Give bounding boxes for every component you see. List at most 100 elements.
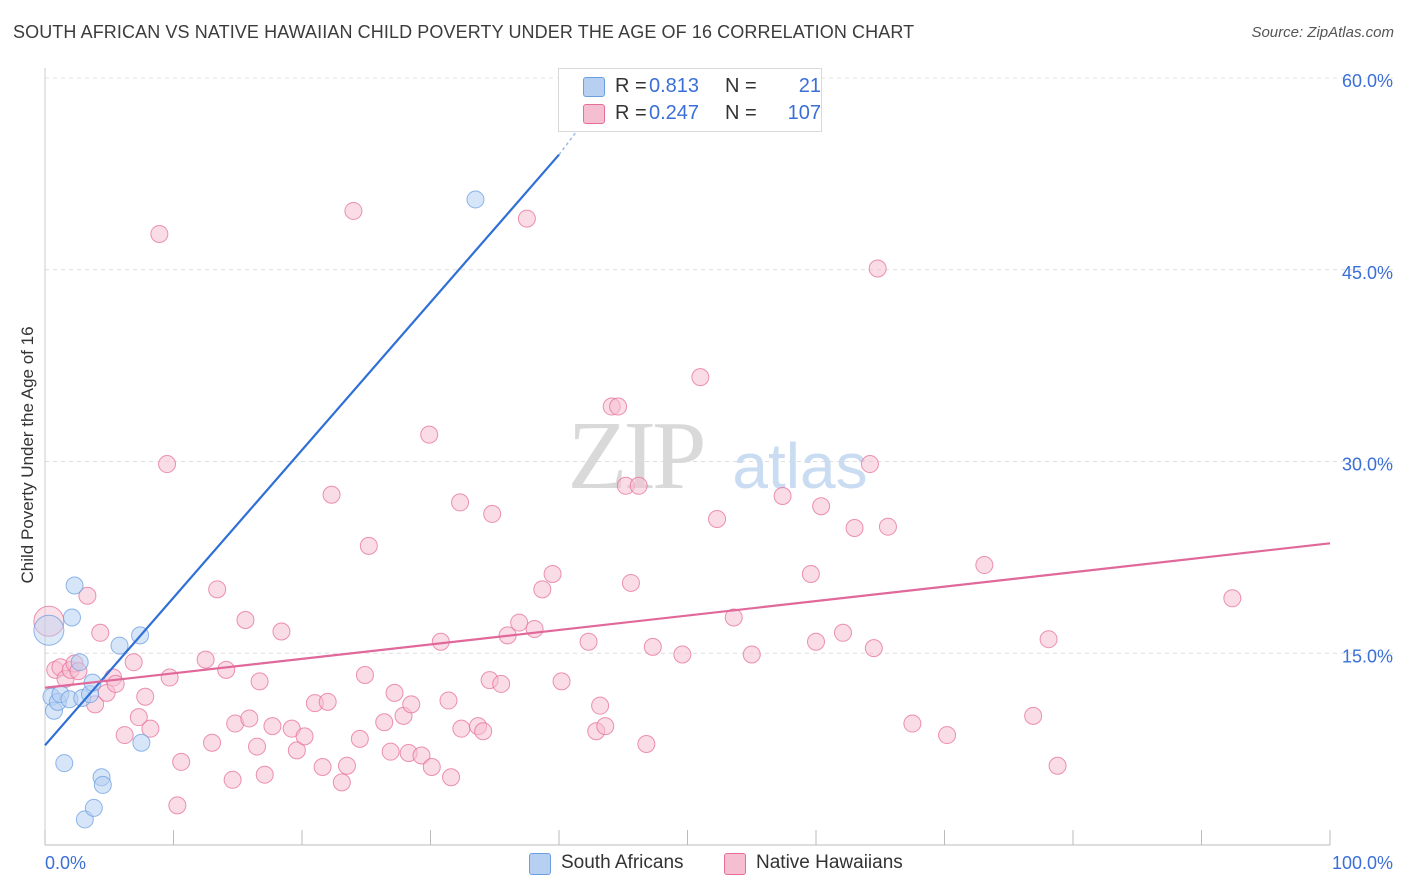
native-hawaiian-point [621, 573, 640, 592]
legend-stats: R = 0.813 N = 21 R = 0.247 N = 107 [558, 68, 822, 132]
native-hawaiian-point [903, 714, 922, 733]
native-hawaiian-point [868, 259, 887, 278]
legend-r-label: R = [615, 75, 647, 97]
native-hawaiian-point [1039, 630, 1058, 649]
south-african-point [132, 733, 151, 752]
south-african-point [84, 798, 103, 817]
native-hawaiian-point [263, 717, 282, 736]
series-legend: South Africans Native Hawaiians [0, 852, 1406, 878]
native-hawaiian-point [579, 632, 598, 651]
native-hawaiian-point [483, 504, 502, 523]
y-tick-label: 30.0% [1342, 455, 1393, 475]
native-hawaiian-point [1048, 756, 1067, 775]
native-hawaiian-point [124, 653, 143, 672]
native-hawaiian-point [474, 722, 493, 741]
trend-line-native-hawaiians [44, 542, 1331, 689]
native-hawaiian-point [295, 727, 314, 746]
native-hawaiian-point [412, 746, 431, 765]
watermark: ZIP atlas [568, 402, 868, 510]
native-hawaiian-point [773, 487, 792, 506]
native-hawaiian-point [552, 672, 571, 691]
native-hawaiian-point [236, 611, 255, 630]
native-hawaiian-point [115, 726, 134, 745]
native-hawaiian-point [975, 556, 994, 575]
gridlines [45, 77, 1395, 654]
native-hawaiian-point [439, 691, 458, 710]
native-hawaiian-point [442, 768, 461, 787]
native-hawaiian-point [141, 719, 160, 738]
native-hawaiian-point [402, 695, 421, 714]
native-hawaiian-point [596, 717, 615, 736]
native-hawaiian-point [223, 770, 242, 789]
native-hawaiian-point [451, 493, 470, 512]
native-hawaiian-point [158, 455, 177, 474]
south-african-point [65, 576, 84, 595]
native-hawaiian-point [106, 674, 125, 693]
native-hawaiian-point [801, 564, 820, 583]
native-hawaiian-point [255, 765, 274, 784]
native-hawaiian-point [344, 201, 363, 220]
legend-n-label: N = [725, 102, 757, 124]
native-hawaiian-point [543, 564, 562, 583]
native-hawaiian-point [860, 455, 879, 474]
legend-n-label: N = [725, 75, 757, 97]
native-hawaiian-point [673, 645, 692, 664]
native-hawaiian-point [337, 756, 356, 775]
trend-line-south-africans-extension [558, 128, 579, 156]
south-african-point [55, 754, 74, 773]
native-hawaiian-point [591, 696, 610, 715]
native-hawaiian-point [385, 683, 404, 702]
native-hawaiian-point [287, 741, 306, 760]
native-hawaiian-point [724, 608, 743, 627]
native-hawaiian-point [129, 708, 148, 727]
native-hawaiian-point [322, 485, 341, 504]
legend-n-value: 21 [798, 75, 821, 97]
native-hawaiian-point [510, 613, 529, 632]
native-hawaiian-point [203, 733, 222, 752]
native-hawaiian-point [742, 645, 761, 664]
trend-line-south-africans [44, 153, 560, 747]
data-points [33, 190, 1242, 829]
native-hawaiian-point [160, 668, 179, 687]
y-tick-label: 60.0% [1342, 71, 1393, 91]
chart-title: SOUTH AFRICAN VS NATIVE HAWAIIAN CHILD P… [13, 22, 915, 42]
native-hawaiian-point [248, 737, 267, 756]
south-african-point [110, 636, 129, 655]
tick-labels: 15.0% 30.0% 45.0% 60.0% 0.0% 100.0% [45, 71, 1393, 873]
native-hawaiian-point [833, 623, 852, 642]
native-hawaiian-point [208, 580, 227, 599]
native-hawaiian-point [150, 224, 169, 243]
native-hawaiian-point [643, 637, 662, 656]
native-hawaiian-point [350, 729, 369, 748]
native-hawaiian-point [217, 660, 236, 679]
y-tick-label: 45.0% [1342, 263, 1393, 283]
native-hawaiian-point [845, 518, 864, 537]
x-tick-label: 0.0% [45, 853, 86, 873]
south-african-point [70, 653, 89, 672]
native-hawaiian-point [332, 773, 351, 792]
x-tick-label: 100.0% [1332, 853, 1393, 873]
native-hawaiian-point [136, 687, 155, 706]
native-hawaiian-point [609, 397, 628, 416]
native-hawaiian-point [168, 796, 187, 815]
native-hawaiian-point [172, 752, 191, 771]
native-hawaiian-point [533, 580, 552, 599]
native-hawaiian-point [196, 650, 215, 669]
native-hawaiian-point [492, 674, 511, 693]
native-hawaiian-point [240, 709, 259, 728]
native-hawaiian-point [938, 726, 957, 745]
legend-n-value: 107 [787, 102, 821, 124]
native-hawaiian-point [420, 425, 439, 444]
native-hawaiian-point [1223, 589, 1242, 608]
legend-r-value: 0.813 [649, 75, 700, 97]
native-hawaiian-point [708, 510, 727, 529]
native-hawaiian-point [422, 758, 441, 777]
legend-r-label: R = [615, 102, 647, 124]
native-hawaiian-point [359, 536, 378, 555]
native-hawaiian-point [272, 622, 291, 641]
native-hawaiian-point [91, 623, 110, 642]
legend-r-value: 0.247 [649, 102, 700, 124]
native-hawaiian-point [807, 632, 825, 651]
native-hawaiian-point [517, 209, 536, 228]
native-hawaiian-point [318, 692, 337, 711]
